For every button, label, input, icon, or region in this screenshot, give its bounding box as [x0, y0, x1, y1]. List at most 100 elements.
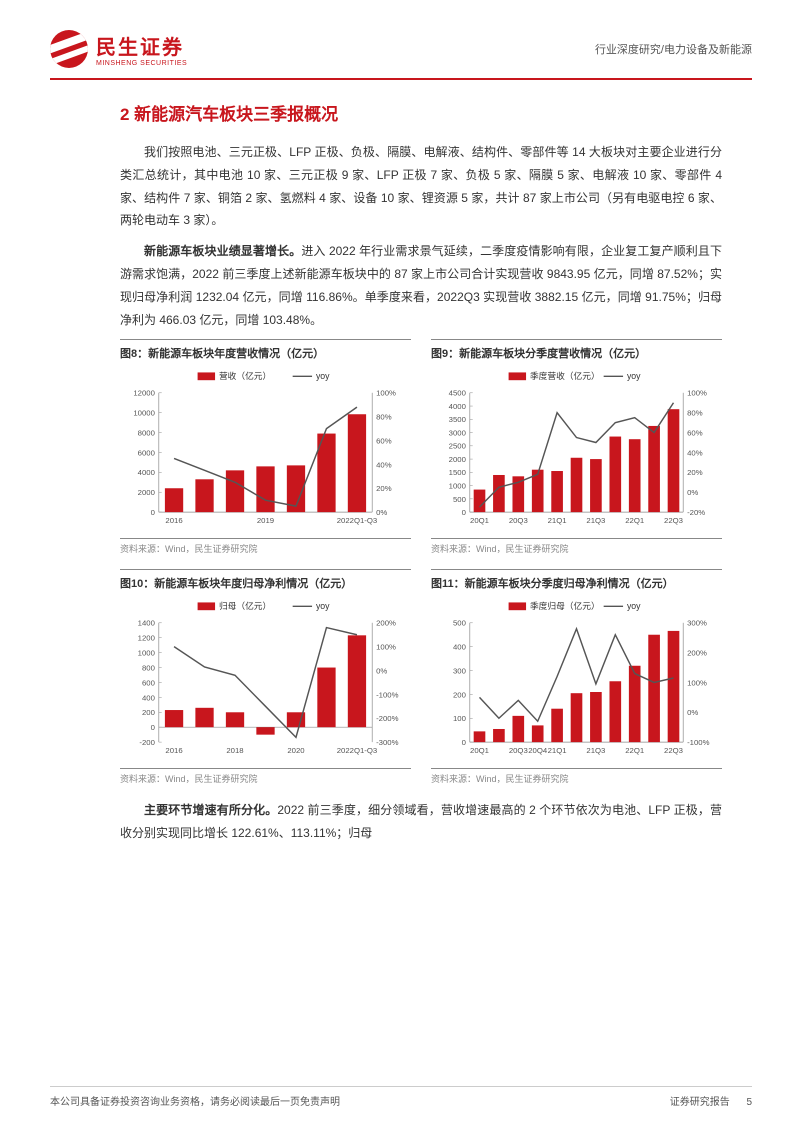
- logo-text: 民生证券 MINSHENG SECURITIES: [96, 31, 187, 67]
- charts-row-2: 图10：新能源车板块年度归母净利情况（亿元） 归母（亿元）yoy-2000200…: [120, 569, 722, 785]
- section-title: 2 新能源汽车板块三季报概况: [120, 100, 722, 125]
- chart-11: 图11：新能源车板块分季度归母净利情况（亿元） 季度归母（亿元） yoy 0 100 2…: [431, 569, 722, 785]
- svg-text:0: 0: [462, 508, 466, 517]
- svg-text:600: 600: [142, 679, 155, 688]
- svg-text:2500: 2500: [449, 442, 466, 451]
- svg-text:4000: 4000: [449, 402, 466, 411]
- logo-block: 民生证券 MINSHENG SECURITIES: [50, 30, 187, 68]
- chart-9-svg: 季度营收（亿元）yoy05001000150020002500300035004…: [431, 366, 722, 536]
- svg-text:2016: 2016: [165, 746, 182, 755]
- chart-8: 图8：新能源车板块年度营收情况（亿元） 营收（亿元）yoy02000400060…: [120, 339, 411, 555]
- chart-8-source: 资料来源：Wind，民生证券研究院: [120, 538, 411, 555]
- svg-text:-300%: -300%: [376, 738, 399, 747]
- svg-text:40%: 40%: [376, 461, 392, 470]
- svg-text:100: 100: [453, 715, 466, 724]
- svg-text:21Q1: 21Q1: [548, 746, 567, 755]
- svg-text:0%: 0%: [376, 508, 387, 517]
- page-footer: 本公司具备证券投资咨询业务资格，请务必阅读最后一页免责声明 证券研究报告 5: [50, 1086, 752, 1108]
- svg-text:22Q3: 22Q3: [664, 746, 683, 755]
- svg-text:1000: 1000: [449, 482, 466, 491]
- svg-text:100%: 100%: [376, 389, 396, 398]
- svg-text:4500: 4500: [449, 389, 466, 398]
- svg-text:营收（亿元）: 营收（亿元）: [219, 371, 271, 382]
- svg-text:20Q4: 20Q4: [528, 746, 548, 755]
- svg-text:800: 800: [142, 664, 155, 673]
- logo-icon: [50, 30, 88, 68]
- page-header: 民生证券 MINSHENG SECURITIES 行业深度研究/电力设备及新能源: [0, 0, 802, 78]
- svg-text:yoy: yoy: [316, 602, 330, 612]
- svg-text:22Q1: 22Q1: [625, 516, 644, 525]
- chart-10: 图10：新能源车板块年度归母净利情况（亿元） 归母（亿元）yoy-2000200…: [120, 569, 411, 785]
- paragraph-1: 我们按照电池、三元正极、LFP 正极、负极、隔膜、电解液、结构件、零部件等 14…: [120, 141, 722, 232]
- svg-text:21Q1: 21Q1: [548, 516, 567, 525]
- svg-text:200%: 200%: [376, 619, 396, 628]
- svg-text:yoy: yoy: [316, 372, 330, 382]
- svg-text:80%: 80%: [376, 413, 392, 422]
- main-content: 2 新能源汽车板块三季报概况 我们按照电池、三元正极、LFP 正极、负极、隔膜、…: [0, 80, 802, 845]
- svg-text:4000: 4000: [138, 469, 155, 478]
- chart-11-title: 图11：新能源车板块分季度归母净利情况（亿元）: [431, 570, 722, 596]
- chart-10-title: 图10：新能源车板块年度归母净利情况（亿元）: [120, 570, 411, 596]
- svg-text:0: 0: [462, 738, 466, 747]
- svg-text:22Q1: 22Q1: [625, 746, 644, 755]
- svg-text:10000: 10000: [133, 409, 155, 418]
- chart-10-source: 资料来源：Wind，民生证券研究院: [120, 768, 411, 785]
- svg-text:2016: 2016: [165, 516, 182, 525]
- chart-9-source: 资料来源：Wind，民生证券研究院: [431, 538, 722, 555]
- svg-text:500: 500: [453, 619, 466, 628]
- chart-11-source: 资料来源：Wind，民生证券研究院: [431, 768, 722, 785]
- svg-text:3500: 3500: [449, 416, 466, 425]
- logo-cn: 民生证券: [96, 31, 187, 60]
- svg-text:1400: 1400: [138, 619, 155, 628]
- svg-text:20Q1: 20Q1: [470, 746, 489, 755]
- para2-bold: 新能源车板块业绩显著增长。: [144, 244, 301, 258]
- svg-text:8000: 8000: [138, 429, 155, 438]
- svg-text:20%: 20%: [376, 485, 392, 494]
- svg-text:-200%: -200%: [376, 715, 399, 724]
- svg-text:12000: 12000: [133, 389, 155, 398]
- svg-text:100%: 100%: [376, 643, 396, 652]
- svg-text:-100%: -100%: [687, 738, 710, 747]
- svg-text:yoy: yoy: [627, 602, 641, 612]
- svg-text:300%: 300%: [687, 619, 707, 628]
- svg-text:300: 300: [453, 667, 466, 676]
- svg-text:21Q3: 21Q3: [586, 746, 605, 755]
- svg-text:100%: 100%: [687, 679, 707, 688]
- svg-text:2000: 2000: [449, 455, 466, 464]
- svg-text:80%: 80%: [687, 409, 703, 418]
- paragraph-2: 新能源车板块业绩显著增长。进入 2022 年行业需求景气延续，二季度疫情影响有限…: [120, 240, 722, 331]
- header-category: 行业深度研究/电力设备及新能源: [595, 41, 752, 57]
- svg-text:1500: 1500: [449, 469, 466, 478]
- svg-text:20%: 20%: [687, 469, 703, 478]
- svg-text:60%: 60%: [687, 429, 703, 438]
- svg-text:季度归母（亿元）: 季度归母（亿元）: [530, 601, 600, 612]
- chart-8-title: 图8：新能源车板块年度营收情况（亿元）: [120, 340, 411, 366]
- svg-text:-100%: -100%: [376, 691, 399, 700]
- svg-text:200%: 200%: [687, 649, 707, 658]
- svg-text:0%: 0%: [687, 709, 698, 718]
- svg-text:400: 400: [453, 643, 466, 652]
- chart-11-svg: 季度归母（亿元）yoy0100200300400500-100%0%100%20…: [431, 596, 722, 766]
- paragraph-3: 主要环节增速有所分化。2022 前三季度，细分领域看，营收增速最高的 2 个环节…: [120, 799, 722, 845]
- chart-9: 图9：新能源车板块分季度营收情况（亿元） 季度营收（亿元）yoy05001000…: [431, 339, 722, 555]
- charts-row-1: 图8：新能源车板块年度营收情况（亿元） 营收（亿元） yoy 0 2000 4000 60…: [120, 339, 722, 555]
- chart-8-svg: 营收（亿元）yoy0200040006000800010000120000%20…: [120, 366, 411, 536]
- svg-text:20Q3: 20Q3: [509, 746, 528, 755]
- svg-text:1200: 1200: [138, 634, 155, 643]
- footer-left: 本公司具备证券投资咨询业务资格，请务必阅读最后一页免责声明: [50, 1093, 340, 1108]
- svg-text:2022Q1-Q3: 2022Q1-Q3: [337, 746, 377, 755]
- svg-text:-200: -200: [139, 738, 155, 747]
- svg-text:60%: 60%: [376, 437, 392, 446]
- svg-text:0%: 0%: [687, 489, 698, 498]
- para3-bold: 主要环节增速有所分化。: [144, 803, 277, 817]
- svg-text:20Q3: 20Q3: [509, 516, 528, 525]
- svg-text:3000: 3000: [449, 429, 466, 438]
- svg-text:400: 400: [142, 694, 155, 703]
- chart-10-svg: 归母（亿元）yoy-2000200400600800100012001400-3…: [120, 596, 411, 766]
- svg-text:2020: 2020: [287, 746, 304, 755]
- footer-right: 证券研究报告 5: [670, 1093, 752, 1108]
- svg-text:500: 500: [453, 495, 466, 504]
- svg-text:40%: 40%: [687, 449, 703, 458]
- svg-text:0: 0: [151, 723, 155, 732]
- svg-text:20Q1: 20Q1: [470, 516, 489, 525]
